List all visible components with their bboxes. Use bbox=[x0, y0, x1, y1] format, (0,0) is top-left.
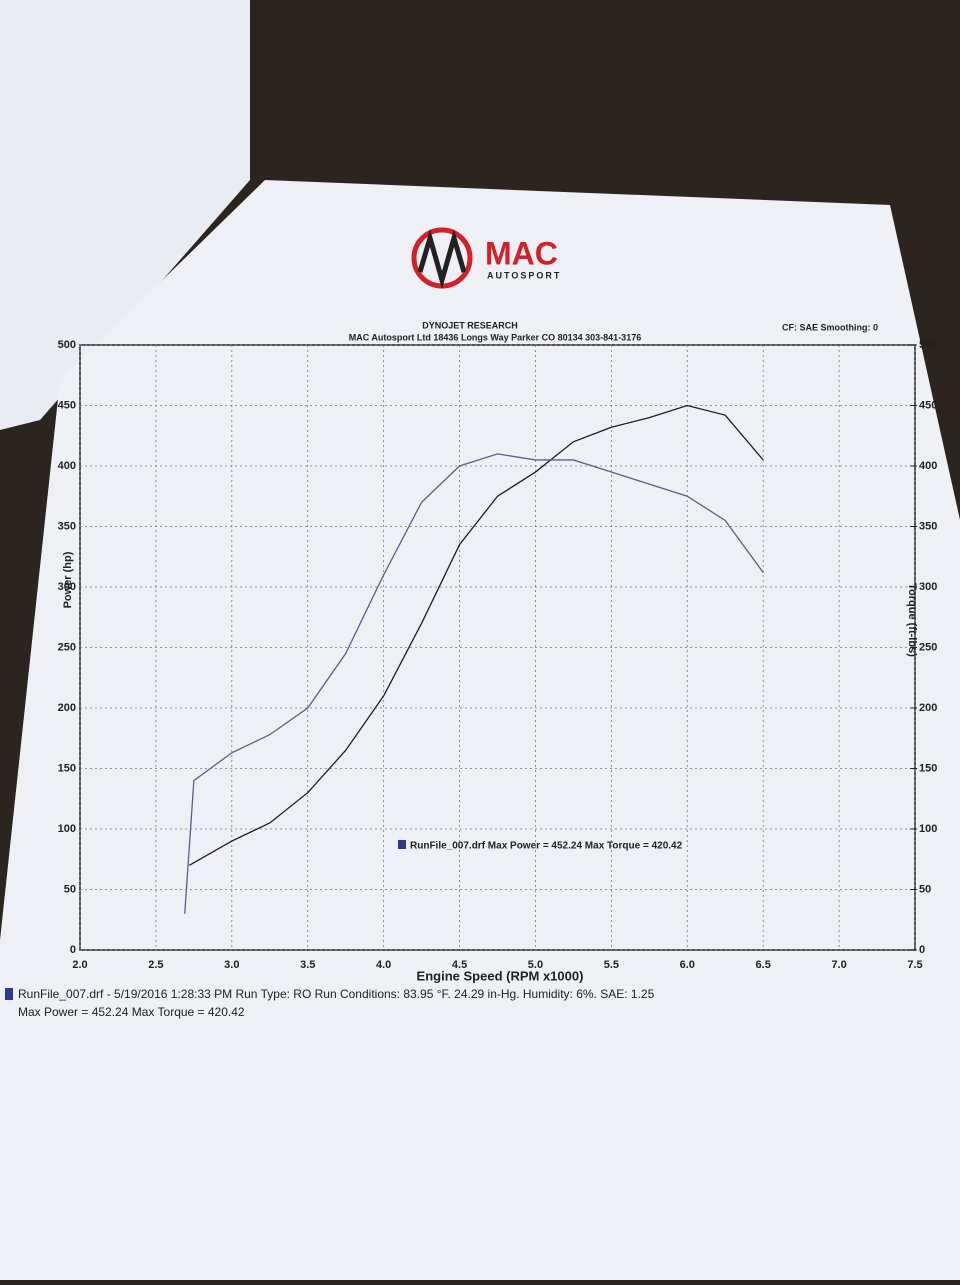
series-line bbox=[184, 453, 764, 914]
y2-tick-label: 0 bbox=[919, 944, 925, 956]
y-tick-label: 250 bbox=[58, 641, 76, 653]
x-tick-label: 4.0 bbox=[376, 959, 391, 971]
y-tick-label: 450 bbox=[58, 399, 76, 411]
footer-icon bbox=[5, 988, 13, 1000]
logo: MAC AUTOSPORT bbox=[411, 227, 561, 290]
y-tick-label: 500 bbox=[58, 339, 76, 351]
legend-entry: RunFile_007.drf Max Power = 452.24 Max T… bbox=[410, 841, 683, 852]
logo-subtext: AUTOSPORT bbox=[487, 270, 561, 280]
y-tick-label: 350 bbox=[58, 520, 76, 532]
y2-tick-label: 500 bbox=[919, 339, 937, 351]
address: MAC Autosport Ltd 18436 Longs Way Parker… bbox=[349, 332, 641, 342]
y-axis-label: Power (hp) bbox=[62, 551, 74, 608]
y2-axis-label: Torque (ft-lbs) bbox=[906, 583, 918, 657]
y2-tick-label: 450 bbox=[919, 399, 937, 411]
y2-tick-label: 350 bbox=[919, 520, 937, 532]
y2-tick-label: 400 bbox=[919, 460, 937, 472]
logo-m bbox=[417, 229, 467, 290]
back-paper bbox=[0, 0, 250, 430]
y-tick-label: 300 bbox=[58, 581, 76, 593]
y-tick-label: 100 bbox=[58, 823, 76, 835]
y2-tick-label: 200 bbox=[919, 702, 937, 714]
x-tick-label: 3.0 bbox=[224, 959, 239, 971]
legend-swatch bbox=[398, 840, 406, 849]
y-tick-label: 0 bbox=[70, 944, 76, 956]
series-line bbox=[188, 404, 764, 866]
y2-tick-label: 250 bbox=[919, 641, 937, 653]
y2-tick-label: 300 bbox=[919, 581, 937, 593]
x-tick-label: 7.0 bbox=[831, 959, 846, 971]
x-tick-label: 6.5 bbox=[756, 959, 771, 971]
y2-tick-label: 150 bbox=[919, 762, 937, 774]
x-tick-label: 5.0 bbox=[528, 959, 543, 971]
y-tick-label: 200 bbox=[58, 702, 76, 714]
x-tick-label: 6.0 bbox=[680, 959, 695, 971]
x-tick-label: 3.5 bbox=[300, 959, 315, 971]
paper bbox=[0, 180, 960, 1280]
x-tick-label: 4.5 bbox=[452, 959, 467, 971]
x-tick-label: 7.5 bbox=[907, 959, 922, 971]
footer-line: Max Power = 452.24 Max Torque = 420.42 bbox=[18, 1005, 245, 1019]
y-tick-label: 150 bbox=[58, 762, 76, 774]
y2-tick-label: 50 bbox=[919, 883, 931, 895]
y-tick-label: 400 bbox=[58, 460, 76, 472]
report-title: DYNOJET RESEARCH bbox=[422, 320, 518, 330]
y-tick-label: 50 bbox=[64, 883, 76, 895]
logo-text: MAC bbox=[485, 235, 558, 271]
settings: CF: SAE Smoothing: 0 bbox=[782, 322, 878, 332]
footer-line: RunFile_007.drf - 5/19/2016 1:28:33 PM R… bbox=[18, 987, 655, 1001]
y2-tick-label: 100 bbox=[919, 823, 937, 835]
x-tick-label: 2.0 bbox=[72, 959, 87, 971]
x-axis-label: Engine Speed (RPM x1000) bbox=[417, 968, 584, 983]
x-tick-label: 2.5 bbox=[148, 959, 163, 971]
x-tick-label: 5.5 bbox=[604, 959, 619, 971]
